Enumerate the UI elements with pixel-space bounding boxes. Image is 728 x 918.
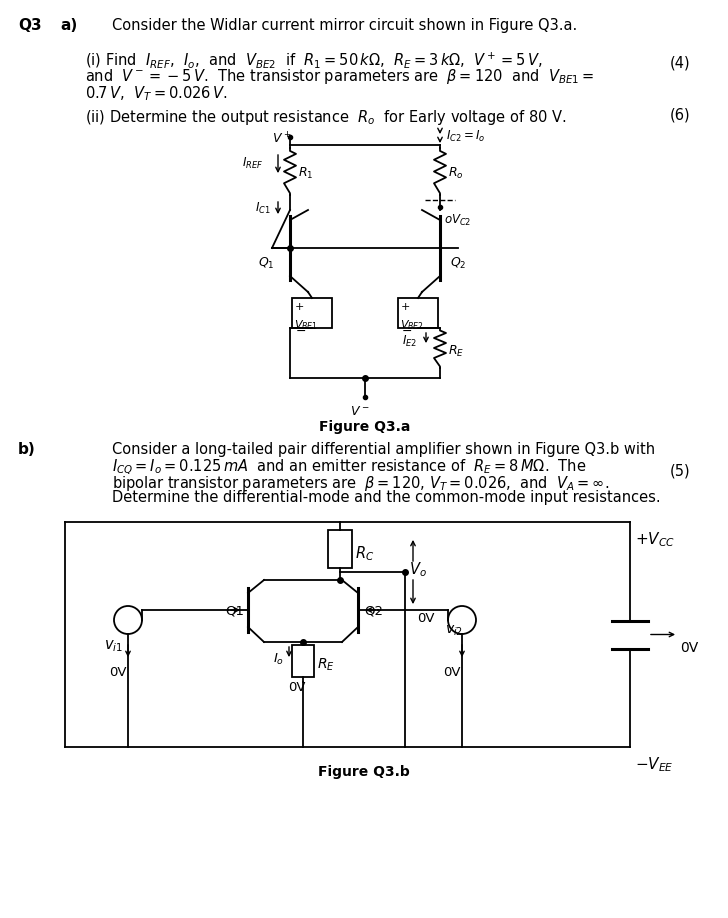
Text: bipolar transistor parameters are  $\beta = 120$, $V_T = 0.026$,  and  $V_A = \i: bipolar transistor parameters are $\beta… [112,474,609,493]
Bar [328,530,352,568]
Text: $v_{i2}$: $v_{i2}$ [445,624,463,638]
Text: (i) Find  $I_{REF}$,  $I_o$,  and  $V_{BE2}$  if  $R_1 = 50\,k\Omega$,  $R_E = 3: (i) Find $I_{REF}$, $I_o$, and $V_{BE2}$… [85,50,542,70]
Text: Consider a long-tailed pair differential amplifier shown in Figure Q3.b with: Consider a long-tailed pair differential… [112,442,655,457]
Text: $oV_{C2}$: $oV_{C2}$ [444,213,472,228]
Text: $V_o$: $V_o$ [409,560,427,578]
Text: $I_{C1}$: $I_{C1}$ [255,201,271,216]
Text: a): a) [60,18,77,33]
Text: (5): (5) [669,464,690,479]
Text: Figure Q3.a: Figure Q3.a [320,420,411,434]
Text: (ii) Determine the output resistance  $R_o$  for Early voltage of 80 V.: (ii) Determine the output resistance $R_… [85,108,566,127]
Text: $Q_1$: $Q_1$ [258,256,274,271]
Text: Q3: Q3 [18,18,41,33]
Text: $V_{BE2}$: $V_{BE2}$ [400,318,424,331]
Text: 0V: 0V [288,681,306,694]
Text: +: + [295,302,304,312]
Text: $R_1$: $R_1$ [298,166,314,181]
Bar [398,298,438,328]
Text: $I_o$: $I_o$ [273,652,284,667]
Text: Figure Q3.b: Figure Q3.b [318,765,410,779]
Text: (6): (6) [669,108,690,123]
Text: $I_{CQ} = I_o = 0.125\,mA$  and an emitter resistance of  $R_E = 8\,M\Omega$.  T: $I_{CQ} = I_o = 0.125\,mA$ and an emitte… [112,458,587,477]
Text: 0V: 0V [109,666,127,679]
Text: $Q_2$: $Q_2$ [450,256,467,271]
Text: Q2: Q2 [364,604,383,617]
Text: b): b) [18,442,36,457]
Text: $V^+$: $V^+$ [272,131,292,146]
Text: $V^-$: $V^-$ [350,405,370,418]
Text: 0V: 0V [443,666,461,679]
Text: $v_{i1}$: $v_{i1}$ [104,638,123,654]
Text: (4): (4) [669,55,690,70]
Bar [292,298,332,328]
Text: 0V: 0V [417,612,435,625]
Text: Determine the differential-mode and the common-mode input resistances.: Determine the differential-mode and the … [112,490,660,505]
Text: $I_{C2} = I_o$: $I_{C2} = I_o$ [446,129,486,144]
Text: $R_C$: $R_C$ [355,544,374,563]
Text: $0.7\,V$,  $V_T = 0.026\,V$.: $0.7\,V$, $V_T = 0.026\,V$. [85,84,227,103]
Text: $-$: $-$ [295,324,306,337]
Text: +: + [401,302,411,312]
Text: Q1: Q1 [225,604,244,617]
Text: $+V_{CC}$: $+V_{CC}$ [635,530,675,549]
Text: $-$: $-$ [401,324,412,337]
Bar [292,645,314,677]
Text: $R_E$: $R_E$ [448,344,464,359]
Text: 0V: 0V [680,641,698,655]
Text: $R_o$: $R_o$ [448,166,464,181]
Text: $V_{BE1}$: $V_{BE1}$ [294,318,318,331]
Text: $-V_{EE}$: $-V_{EE}$ [635,755,673,774]
Text: $R_E$: $R_E$ [317,657,335,674]
Text: and  $V^- = -5\,V$.  The transistor parameters are  $\beta = 120$  and  $V_{BE1}: and $V^- = -5\,V$. The transistor parame… [85,67,594,86]
Text: Consider the Widlar current mirror circuit shown in Figure Q3.a.: Consider the Widlar current mirror circu… [112,18,577,33]
Text: $I_{REF}$: $I_{REF}$ [242,156,264,171]
Text: $I_{E2}$: $I_{E2}$ [402,334,417,349]
